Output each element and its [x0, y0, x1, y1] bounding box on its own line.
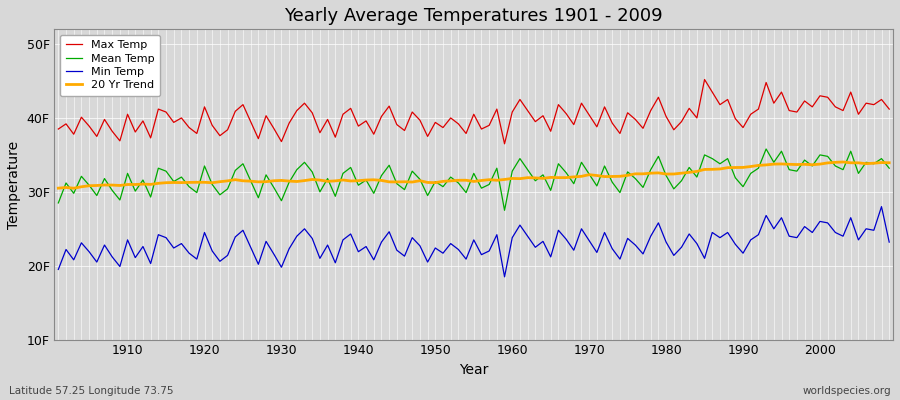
Min Temp — [284, 246, 294, 251]
Min Temp — [607, 246, 617, 251]
Min Temp — [507, 235, 517, 240]
Max Temp — [284, 121, 294, 126]
Mean Temp — [53, 200, 64, 205]
Line: Min Temp: Min Temp — [58, 207, 889, 277]
20 Yr Trend — [338, 178, 348, 182]
Mean Temp — [507, 169, 517, 174]
Max Temp — [884, 107, 895, 112]
Max Temp — [515, 97, 526, 102]
20 Yr Trend — [507, 176, 517, 181]
Legend: Max Temp, Mean Temp, Min Temp, 20 Yr Trend: Max Temp, Mean Temp, Min Temp, 20 Yr Tre… — [60, 35, 160, 96]
Max Temp — [114, 138, 125, 143]
Min Temp — [330, 260, 341, 265]
20 Yr Trend — [515, 176, 526, 181]
Text: Latitude 57.25 Longitude 73.75: Latitude 57.25 Longitude 73.75 — [9, 386, 174, 396]
20 Yr Trend — [68, 186, 79, 191]
Min Temp — [515, 223, 526, 228]
20 Yr Trend — [884, 160, 895, 165]
Min Temp — [53, 267, 64, 272]
Line: Mean Temp: Mean Temp — [58, 149, 889, 210]
20 Yr Trend — [292, 179, 302, 184]
Mean Temp — [884, 166, 895, 171]
20 Yr Trend — [53, 186, 64, 190]
Min Temp — [500, 274, 510, 279]
Min Temp — [876, 204, 886, 209]
X-axis label: Year: Year — [459, 363, 489, 377]
Y-axis label: Temperature: Temperature — [7, 140, 21, 228]
Mean Temp — [500, 208, 510, 213]
Mean Temp — [284, 180, 294, 185]
Max Temp — [330, 135, 341, 140]
Text: worldspecies.org: worldspecies.org — [803, 386, 891, 396]
Max Temp — [699, 77, 710, 82]
Max Temp — [500, 142, 510, 146]
Mean Temp — [114, 198, 125, 202]
Title: Yearly Average Temperatures 1901 - 2009: Yearly Average Temperatures 1901 - 2009 — [284, 7, 663, 25]
Line: Max Temp: Max Temp — [58, 80, 889, 144]
Min Temp — [114, 264, 125, 269]
Mean Temp — [607, 180, 617, 185]
Max Temp — [507, 110, 517, 114]
Max Temp — [607, 121, 617, 126]
20 Yr Trend — [838, 160, 849, 164]
20 Yr Trend — [607, 174, 617, 179]
Mean Temp — [760, 146, 771, 151]
Mean Temp — [515, 156, 526, 161]
Min Temp — [884, 240, 895, 244]
20 Yr Trend — [122, 182, 133, 187]
Mean Temp — [330, 194, 341, 199]
Max Temp — [53, 127, 64, 132]
Line: 20 Yr Trend: 20 Yr Trend — [58, 162, 889, 188]
